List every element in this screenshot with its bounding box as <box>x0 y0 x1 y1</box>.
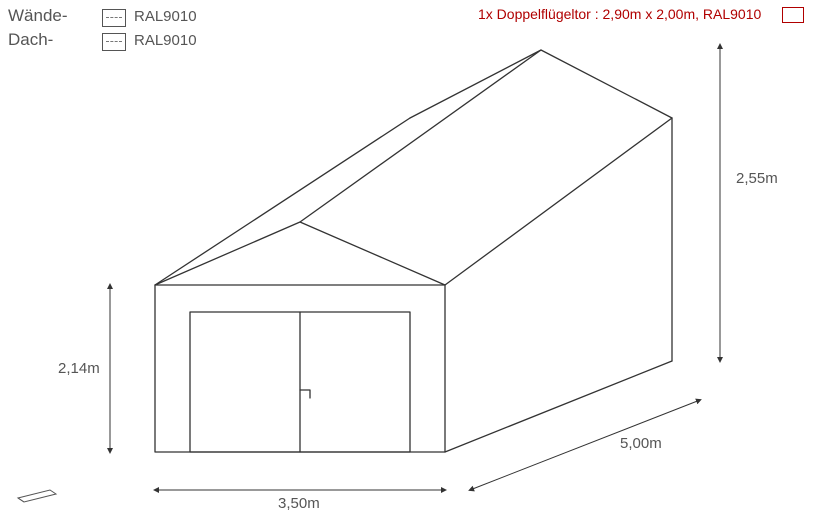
building-diagram <box>0 0 816 520</box>
